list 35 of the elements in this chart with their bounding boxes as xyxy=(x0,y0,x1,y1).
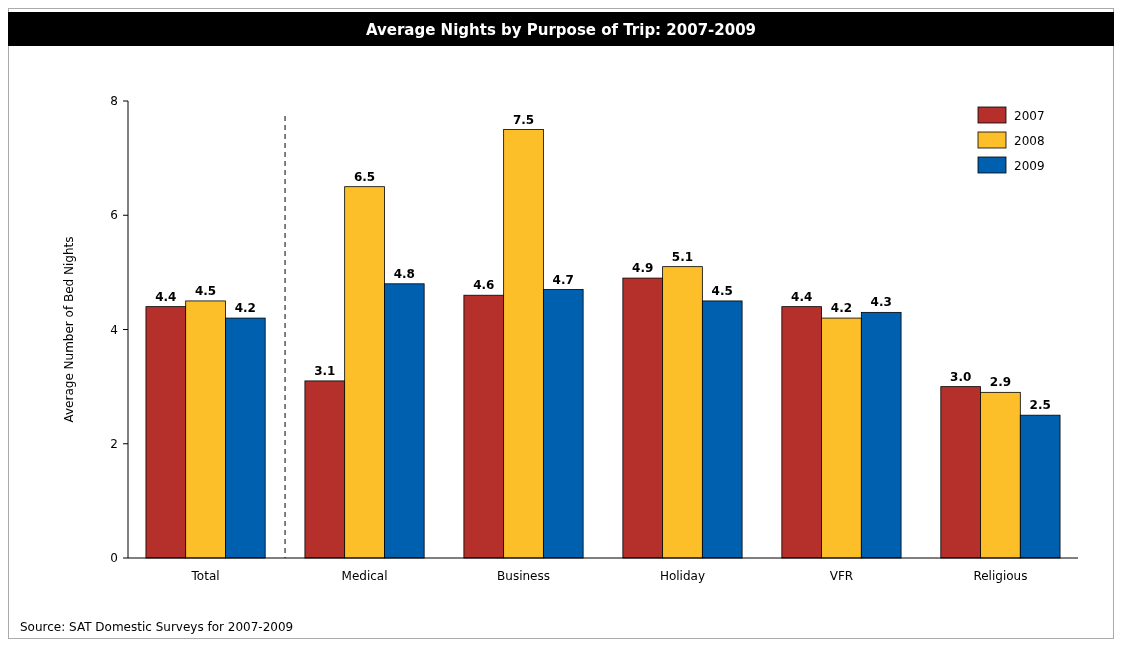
y-tick-label: 6 xyxy=(110,208,118,223)
data-label: 4.3 xyxy=(870,295,892,310)
data-label: 4.8 xyxy=(393,266,415,281)
legend-label: 2007 xyxy=(1014,109,1045,123)
data-label: 5.1 xyxy=(671,249,694,264)
data-label: 6.5 xyxy=(353,169,376,184)
data-label: 2.5 xyxy=(1029,398,1051,413)
data-label: 2.9 xyxy=(989,375,1012,390)
data-label: 4.4 xyxy=(155,289,177,304)
source-note: Source: SAT Domestic Surveys for 2007-2009 xyxy=(20,620,294,634)
x-tick-label: Holiday xyxy=(659,569,706,583)
chart-title: Average Nights by Purpose of Trip: 2007-2009 xyxy=(365,21,757,39)
y-tick-label: 4 xyxy=(110,322,118,337)
data-label: 3.0 xyxy=(950,369,972,384)
data-label: 3.1 xyxy=(314,363,336,378)
data-label: 4.7 xyxy=(552,272,574,287)
x-tick-label: VFR xyxy=(829,569,854,583)
legend-label: 2008 xyxy=(1014,134,1045,148)
x-tick-label: Business xyxy=(497,569,550,583)
data-label: 7.5 xyxy=(512,112,535,127)
data-label: 4.2 xyxy=(830,301,853,316)
legend-label: 2009 xyxy=(1014,159,1045,173)
data-label: 4.4 xyxy=(791,289,813,304)
data-label: 4.5 xyxy=(711,283,733,298)
y-axis-title: Average Number of Bed Nights xyxy=(62,236,76,423)
y-tick-label: 0 xyxy=(110,551,118,565)
data-label: 4.6 xyxy=(473,278,495,293)
x-tick-label: Total xyxy=(190,569,220,583)
data-label: 4.2 xyxy=(234,301,256,316)
y-tick-label: 8 xyxy=(110,94,118,108)
data-label: 4.9 xyxy=(632,261,654,276)
data-label: 4.5 xyxy=(194,283,217,298)
x-tick-label: Religious xyxy=(973,569,1028,583)
y-tick-label: 2 xyxy=(110,436,118,451)
x-tick-label: Medical xyxy=(341,569,388,583)
